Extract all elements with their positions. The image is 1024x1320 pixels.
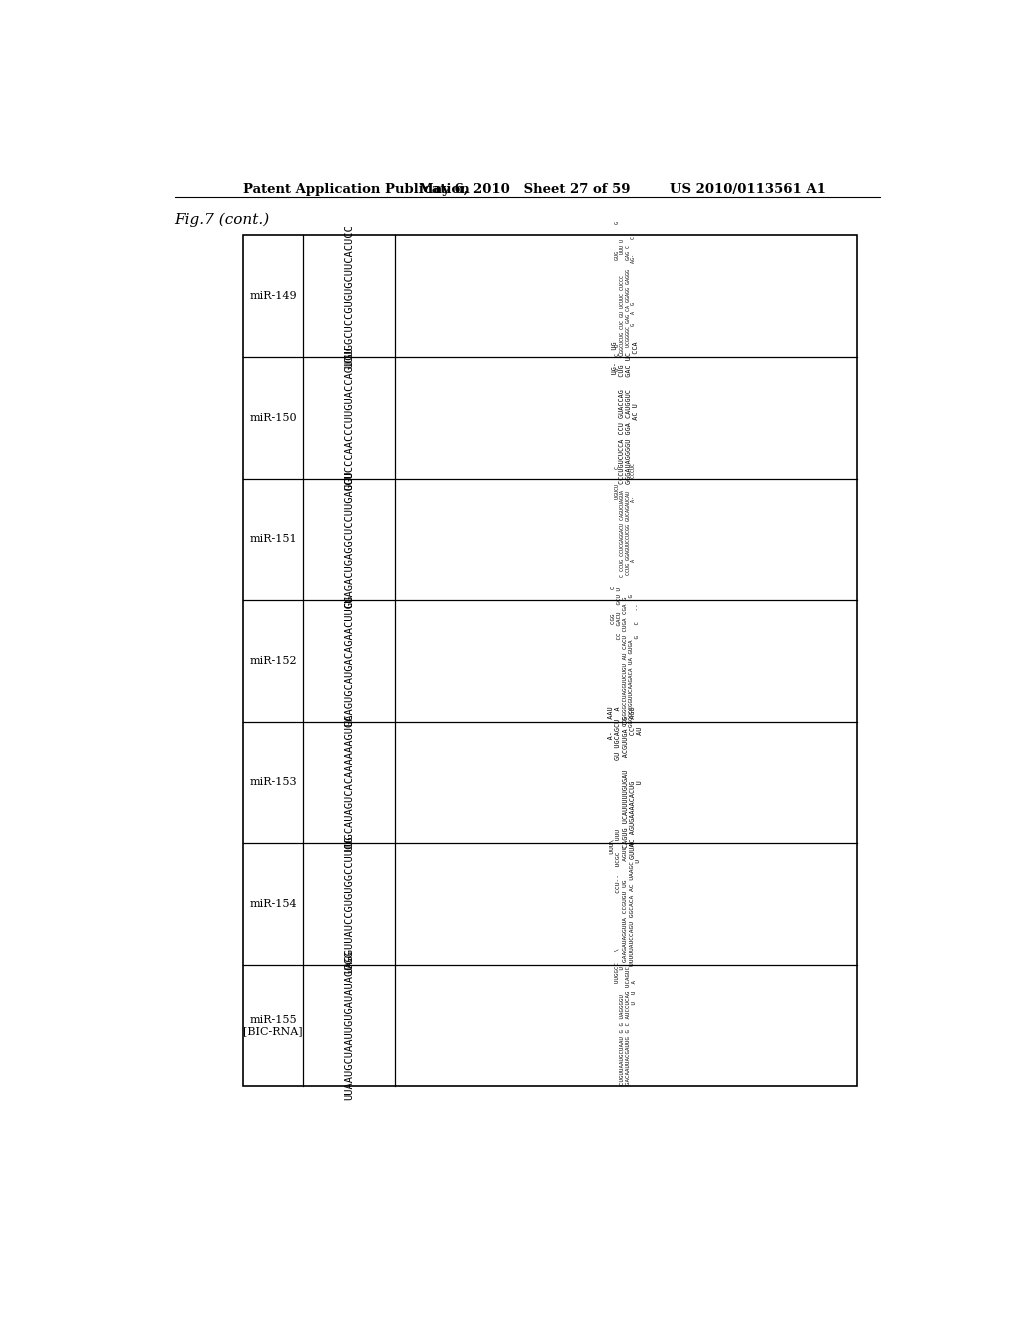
Text: CCGGGGCCUAGGUUCUGU AU CACU CUGA CGA G: CCGGGGCCUAGGUUCUGU AU CACU CUGA CGA G xyxy=(623,597,628,726)
Text: CUAGACUGAGGCUCCUUGAGGU: CUAGACUGAGGCUCCUUGAGGU xyxy=(344,470,354,609)
Text: GACAAUUACGAUUG G C AUCCUCAG UCAGUC: GACAAUUACGAUUG G C AUCCUCAG UCAGUC xyxy=(626,966,631,1085)
Text: A                   A-      CCCUC: A A- CCCUC xyxy=(631,463,636,615)
Text: GGCCCCGGUUCAAGACA UA GUGA            G: GGCCCCGGUUCAAGACA UA GUGA G xyxy=(629,594,634,727)
Text: miR-153: miR-153 xyxy=(249,777,297,787)
Text: G   C   --: G C -- xyxy=(635,603,640,718)
Text: CGG       C: CGG C xyxy=(611,586,615,737)
Text: C CCUG CCUCGAGGACU CAGUCUAGUA: C CCUG CCUCGAGGACU CAGUCUAGUA xyxy=(621,490,626,589)
Text: UCAGUGCAUGACAGAACUUGG: UCAGUGCAUGACAGAACUUGG xyxy=(344,595,354,726)
Text: miR-149: miR-149 xyxy=(249,292,297,301)
Text: miR-150: miR-150 xyxy=(249,413,297,422)
Text: A-   AAU: A- AAU xyxy=(608,706,614,859)
Text: CC  GACU  GCU U: CC GACU GCU U xyxy=(616,587,622,734)
Text: GAAGAUAGGUUA CCGUGU UG     AGUC: GAAGAUAGGUUA CCGUGU UG AGUC xyxy=(623,846,628,962)
Text: CCCUGUCUCCA CCU GUACCAG   CUG  C: CCCUGUCUCCA CCU GUACCAG CUG C xyxy=(620,351,625,483)
Text: GU UGCAGCU  A: GU UGCAGCU A xyxy=(615,706,622,859)
Text: GGGAUAGGGGU GGA CAUGGUC   GAC UC: GGGAUAGGGGU GGA CAUGGUC GAC UC xyxy=(626,351,632,483)
Text: US 2010/0113561 A1: US 2010/0113561 A1 xyxy=(670,183,825,197)
Text: CAGUG UCAUUUUUGUGAU   ACGUUGA CG: CAGUG UCAUUUUUGUGAU ACGUUGA CG xyxy=(623,717,629,849)
Text: Fig.7 (cont.): Fig.7 (cont.) xyxy=(174,213,269,227)
Text: CCUG GGAGUUCCUCGG GUCAGAUCAU: CCUG GGAGUUCCUCGG GUCAGAUCAU xyxy=(626,491,631,587)
Text: G   A  G             AG-     C: G A G AG- C xyxy=(631,236,636,356)
Text: UUU\: UUU\ xyxy=(610,838,615,970)
Text: miR-151: miR-151 xyxy=(249,535,297,544)
Text: UUAAUGCUAAUUGUGAUAUAGGGG: UUAAUGCUAAUUGUGAUAUAGGGG xyxy=(344,950,354,1101)
Text: GGCUCUG CUC GU UCUUC CUCCC       UUU U: GGCUCUG CUC GU UCUUC CUCCC UUU U xyxy=(621,239,626,354)
Text: miR-152: miR-152 xyxy=(249,656,297,665)
Text: CCU--  UCGC   UUU: CCU-- UCGC UUU xyxy=(616,829,622,979)
Text: UG-   UG: UG- UG xyxy=(612,342,617,494)
Text: UUGGCC   \: UUGGCC \ xyxy=(614,949,620,1102)
Text: CUGUUAAUGCUAAU G G UAGGGGU       U: CUGUUAAUGCUAAU G G UAGGGGU U xyxy=(621,966,625,1085)
Text: UUUUUAUCCAGU GGCACA AC UAAGC    A: UUUUUAUCCAGU GGCACA AC UAAGC A xyxy=(630,842,635,966)
Text: GUUAC AGUGAAAACACUG           CC  AGU: GUUAC AGUGAAAACACUG CC AGU xyxy=(630,706,636,859)
Text: UUGCAUAGUCACAAAAAAGUGA: UUGCAUAGUCACAAAAAAGUGA xyxy=(344,714,354,851)
Text: U  U  A: U U A xyxy=(632,979,637,1071)
Text: U           AU: U AU xyxy=(637,727,643,838)
Text: UAGGUUAUCCGUGUGGCCUUCG: UAGGUUAUCCGUGUGGCCUUCG xyxy=(344,836,354,973)
Text: UCUCCCAACCCUUGUACCAGUGU: UCUCCCAACCCUUGUACCAGUGU xyxy=(344,346,354,490)
Text: UGUCU     C: UGUCU C xyxy=(615,466,621,612)
Bar xyxy=(243,235,856,1086)
Text: miR-155
[BIC-RNA]: miR-155 [BIC-RNA] xyxy=(243,1015,303,1036)
Text: AC U            CCA: AC U CCA xyxy=(633,342,639,494)
Text: May 6, 2010   Sheet 27 of 59: May 6, 2010 Sheet 27 of 59 xyxy=(419,183,631,197)
Text: G    C  G                            GUG         G: G C G GUG G xyxy=(615,222,621,371)
Text: Patent Application Publication: Patent Application Publication xyxy=(243,183,469,197)
Text: miR-154: miR-154 xyxy=(249,899,297,909)
Text: U: U xyxy=(636,859,641,949)
Text: UCUGGCUCCGUGUGCUUCACUCC: UCUGGCUCCGUGUGCUUCACUCC xyxy=(344,224,354,368)
Text: UCGGGGC GAG CA GGAGG GAGGG   GAG C: UCGGGGC GAG CA GGAGG GAGGG GAG C xyxy=(626,246,631,347)
